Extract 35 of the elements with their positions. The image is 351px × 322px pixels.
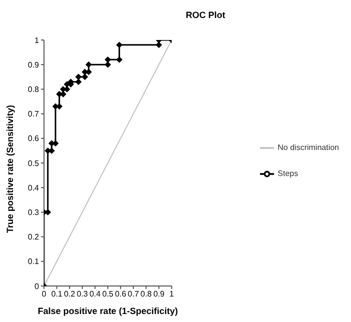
text: ROC Plot — [184, 10, 226, 20]
x-tick-label: 0.9 — [153, 290, 165, 299]
y-tick-label: 0 — [34, 282, 40, 291]
y-tick-label: 0.5 — [28, 158, 40, 168]
point — [116, 56, 122, 63]
y-axis-title: True positive rate (Sensitivity) — [5, 104, 16, 233]
y-tick-label: 0.1 — [28, 257, 40, 266]
x-tick-label: 0.2 — [64, 290, 76, 299]
point — [104, 56, 111, 63]
point — [104, 62, 111, 68]
legend-label: No discrimination — [278, 143, 339, 152]
x-tick-label: 0.7 — [128, 290, 140, 299]
x-tick-label: 0.8 — [140, 290, 152, 299]
y-tick-label: 1 — [34, 36, 40, 45]
legend-label: Steps — [278, 169, 298, 178]
y-tick-label: 0.7 — [28, 110, 40, 119]
point — [86, 62, 92, 68]
point — [75, 78, 82, 85]
point — [116, 42, 122, 48]
y-tick-label: 0.8 — [28, 85, 40, 94]
x-tick-label: 0.3 — [76, 290, 88, 299]
y-tick-label: 0.3 — [28, 208, 40, 218]
x-tick-label: 0.5 — [102, 290, 114, 299]
y-tick-label: 0.6 — [28, 134, 40, 144]
x-tick-label: 0.1 — [51, 290, 63, 299]
x-tick-label: 0 — [42, 290, 47, 299]
y-tick-label: 0.4 — [28, 183, 40, 192]
x-tick-label: 0.4 — [89, 290, 102, 299]
x-tick-label: 0.6 — [115, 290, 127, 299]
x-tick-label: 1 — [169, 290, 174, 299]
y-tick-label: 0.9 — [28, 60, 40, 70]
point — [75, 74, 82, 80]
x-axis-title: False positive rate (1-Specificity) — [38, 306, 178, 316]
y-tick-label: 0.2 — [28, 232, 40, 242]
point — [82, 74, 88, 80]
